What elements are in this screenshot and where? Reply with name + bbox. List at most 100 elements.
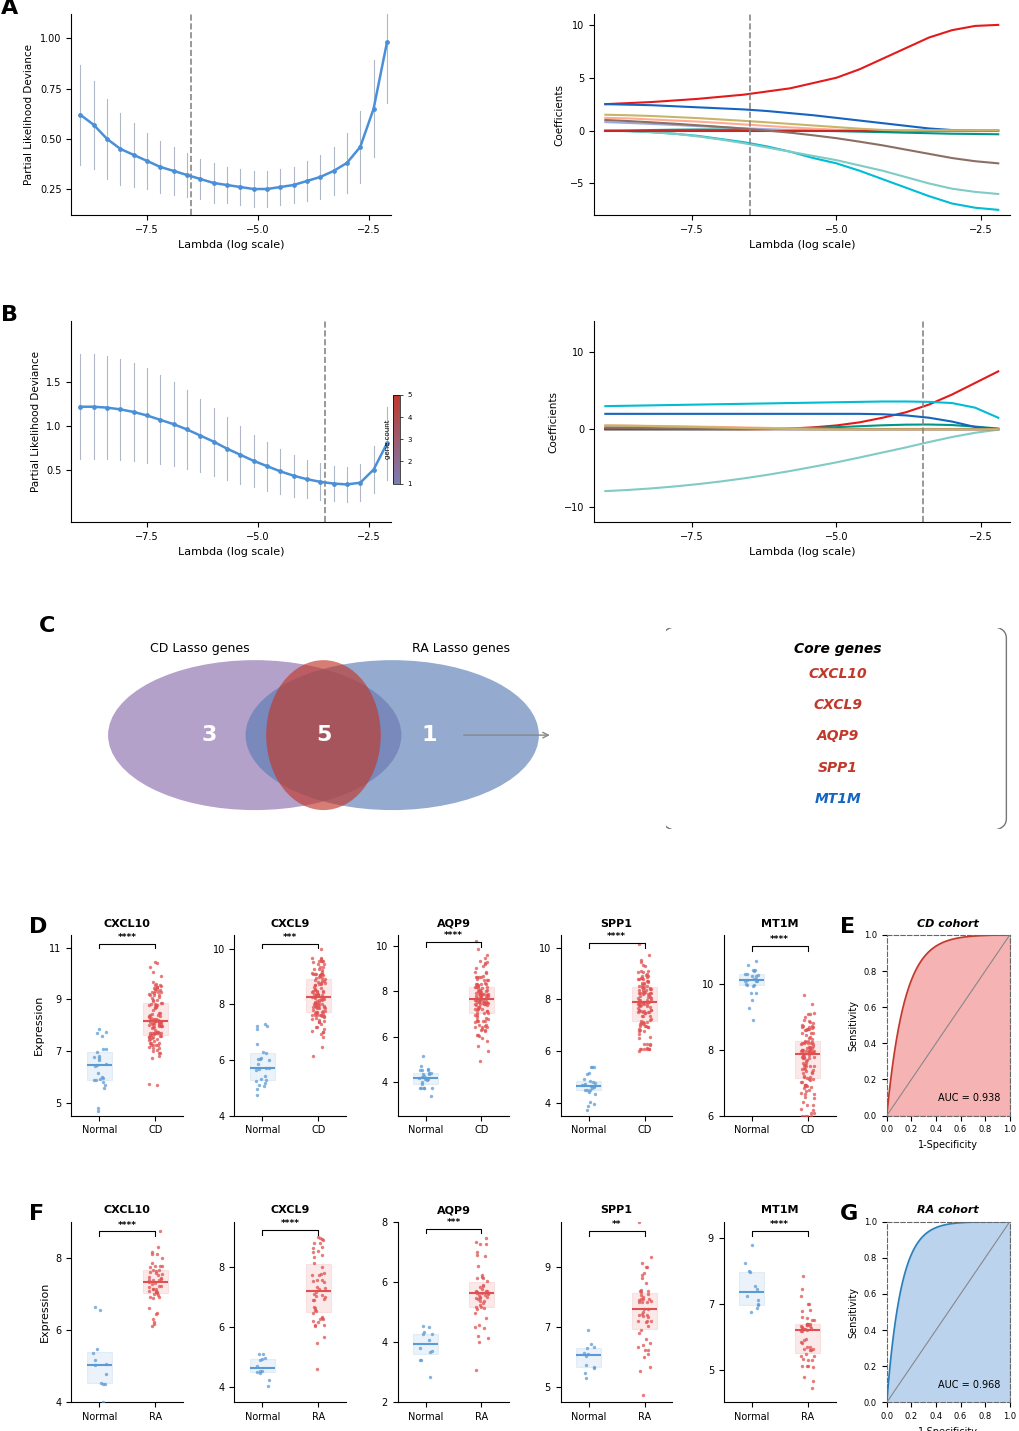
- Point: [478, 1307, 494, 1329]
- Point: [414, 1072, 430, 1095]
- Point: [472, 982, 488, 1005]
- Bar: [576, 1348, 600, 1367]
- Point: [478, 950, 494, 973]
- Point: [94, 1065, 110, 1088]
- Point: [795, 1365, 811, 1388]
- Point: [144, 1241, 160, 1264]
- Point: [799, 1003, 815, 1026]
- Point: [147, 993, 163, 1016]
- Point: [469, 937, 485, 960]
- Point: [795, 1053, 811, 1076]
- Point: [630, 993, 646, 1016]
- Point: [470, 1025, 486, 1047]
- Point: [141, 1036, 157, 1059]
- Point: [309, 1000, 325, 1023]
- Point: [747, 950, 763, 973]
- Point: [749, 1294, 765, 1317]
- Point: [472, 989, 488, 1012]
- Point: [418, 1066, 434, 1089]
- Point: [632, 989, 648, 1012]
- Point: [747, 969, 763, 992]
- Point: [633, 976, 649, 999]
- Point: [144, 980, 160, 1003]
- Point: [586, 1083, 602, 1106]
- Point: [146, 982, 162, 1005]
- Point: [577, 1354, 593, 1377]
- Point: [638, 966, 654, 989]
- Point: [145, 1286, 161, 1309]
- Point: [475, 1009, 491, 1032]
- Bar: [306, 979, 330, 1012]
- Point: [574, 1075, 590, 1098]
- Point: [89, 1040, 105, 1063]
- Point: [795, 1046, 811, 1069]
- Point: [141, 1013, 157, 1036]
- Point: [152, 408, 168, 431]
- Point: [469, 1005, 485, 1027]
- Point: [638, 969, 654, 992]
- Point: [314, 980, 330, 1003]
- Point: [633, 1278, 649, 1301]
- Point: [147, 1007, 163, 1030]
- Point: [153, 1015, 169, 1037]
- Point: [310, 990, 326, 1013]
- Point: [478, 1015, 494, 1037]
- Point: [797, 1342, 813, 1365]
- Point: [308, 1002, 324, 1025]
- Point: [479, 1285, 495, 1308]
- Point: [312, 963, 328, 986]
- Point: [316, 1327, 332, 1349]
- Point: [150, 1284, 166, 1307]
- Bar: [413, 1334, 437, 1354]
- Point: [308, 992, 324, 1015]
- Point: [798, 1355, 814, 1378]
- Point: [638, 995, 654, 1017]
- Point: [145, 1026, 161, 1049]
- Point: [314, 970, 330, 993]
- Point: [416, 1065, 432, 1088]
- Point: [468, 957, 484, 980]
- Point: [154, 1255, 170, 1278]
- Point: [306, 976, 322, 999]
- Point: [640, 1315, 656, 1338]
- Text: A: A: [1, 0, 18, 19]
- Point: [478, 943, 494, 966]
- Point: [141, 1029, 157, 1052]
- Point: [98, 1053, 114, 1076]
- Point: [151, 1045, 167, 1068]
- Point: [141, 1269, 157, 1292]
- Point: [145, 999, 161, 1022]
- Point: [792, 1082, 808, 1105]
- Point: [800, 1017, 816, 1040]
- Bar: [143, 1271, 167, 1292]
- Point: [306, 1002, 322, 1025]
- Point: [585, 1357, 601, 1379]
- Point: [636, 1020, 652, 1043]
- X-axis label: Lambda (log scale): Lambda (log scale): [178, 547, 284, 557]
- Point: [472, 987, 488, 1010]
- Point: [313, 1000, 329, 1023]
- Text: D: D: [29, 917, 47, 937]
- Point: [249, 1078, 265, 1100]
- Point: [299, 169, 315, 192]
- Point: [476, 953, 492, 976]
- Point: [479, 1000, 495, 1023]
- Point: [310, 983, 326, 1006]
- Point: [98, 1352, 114, 1375]
- Point: [423, 1085, 439, 1108]
- Point: [97, 1073, 113, 1096]
- Point: [98, 1020, 114, 1043]
- Point: [304, 1007, 320, 1030]
- Point: [112, 398, 128, 421]
- Bar: [143, 1003, 167, 1035]
- Point: [307, 1299, 323, 1322]
- Point: [468, 1295, 484, 1318]
- Point: [478, 980, 494, 1003]
- Point: [421, 1063, 437, 1086]
- Point: [637, 1338, 653, 1361]
- Point: [314, 1269, 330, 1292]
- Point: [635, 1301, 651, 1324]
- Point: [477, 1245, 493, 1268]
- Point: [310, 957, 326, 980]
- Point: [794, 1047, 810, 1070]
